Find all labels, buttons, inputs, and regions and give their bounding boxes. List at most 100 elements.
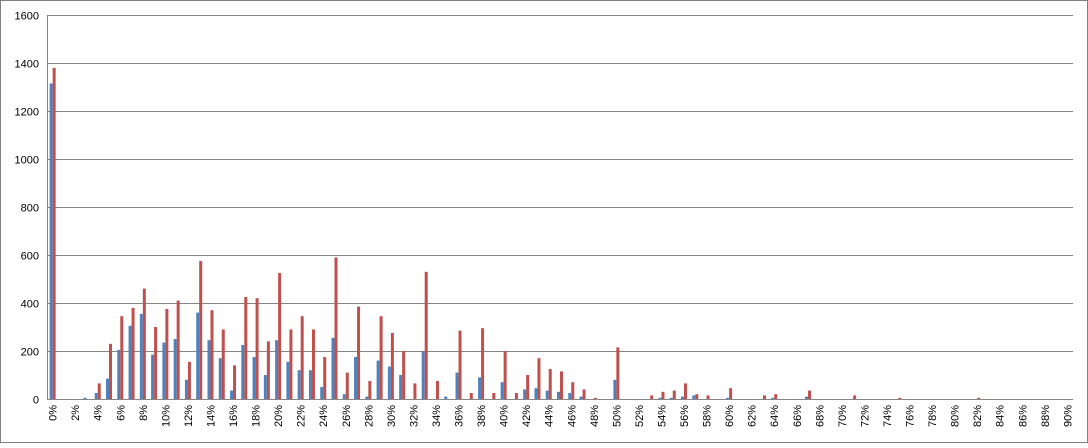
x-tick-label: 4% <box>93 405 105 421</box>
bar <box>207 340 211 399</box>
bar <box>142 288 146 399</box>
bar <box>275 340 279 399</box>
bar <box>109 343 113 399</box>
x-tick-label: 20% <box>273 405 285 427</box>
x-tick-label: 48% <box>589 405 601 427</box>
bar <box>681 396 685 399</box>
x-tick-label: 46% <box>566 405 578 427</box>
bar <box>421 351 425 399</box>
bar <box>173 339 177 399</box>
bar <box>613 379 617 399</box>
bar <box>241 345 245 399</box>
bar <box>571 382 575 399</box>
bar <box>424 271 428 399</box>
bar <box>616 347 620 399</box>
bar <box>853 395 857 399</box>
bars <box>49 67 981 400</box>
bar <box>706 395 710 399</box>
bar <box>435 381 439 399</box>
bar <box>184 379 188 399</box>
bar <box>210 310 214 399</box>
bar <box>579 396 583 399</box>
tick-labels: 0 200 400 600 800 1000 1200 1400 1600 0% 2% 4% 6% 8% 1… <box>15 11 1075 428</box>
x-tick-label: 68% <box>814 405 826 427</box>
x-tick-label: 54% <box>656 405 668 427</box>
bar <box>557 391 560 399</box>
bar <box>898 397 902 399</box>
bar <box>534 388 538 399</box>
x-tick-label: 50% <box>611 405 623 427</box>
x-tick-label: 32% <box>408 405 420 427</box>
x-tick-label: 6% <box>115 405 127 421</box>
bar <box>196 312 200 399</box>
x-tick-label: 90% <box>1062 405 1074 427</box>
bar <box>402 351 406 399</box>
bar <box>117 349 121 399</box>
bar <box>128 325 132 399</box>
bar <box>252 357 256 399</box>
bar <box>545 390 549 399</box>
bar <box>357 306 361 399</box>
x-tick-label: 18% <box>251 405 263 427</box>
bar <box>455 372 459 399</box>
bar <box>444 396 448 399</box>
bar <box>503 351 507 399</box>
bar <box>199 261 203 399</box>
x-tick-label: 28% <box>363 405 375 427</box>
bar <box>106 378 110 399</box>
bar <box>669 397 673 399</box>
bar <box>560 371 563 399</box>
x-tick-label: 58% <box>702 405 714 427</box>
bar <box>233 365 237 399</box>
bar <box>458 330 462 399</box>
y-tick-label: 800 <box>21 203 39 215</box>
bar <box>379 316 383 399</box>
bar <box>308 370 312 399</box>
x-tick-label: 72% <box>859 405 871 427</box>
bar <box>342 394 346 399</box>
bar <box>692 395 696 399</box>
bar <box>320 387 324 399</box>
x-tick-label: 78% <box>927 405 939 427</box>
bar <box>672 390 676 399</box>
bar <box>139 313 143 399</box>
x-tick-label: 42% <box>521 405 533 427</box>
bar <box>387 366 391 399</box>
bar <box>97 383 101 399</box>
bar <box>469 393 473 399</box>
bar <box>221 329 225 399</box>
bar <box>762 395 766 399</box>
x-tick-label: 16% <box>228 405 240 427</box>
bar <box>399 375 403 399</box>
bar <box>368 381 372 399</box>
y-tick-label: 1000 <box>15 155 39 167</box>
bar <box>244 297 248 399</box>
bar <box>593 397 597 399</box>
x-tick-label: 66% <box>792 405 804 427</box>
x-tick-label: 12% <box>183 405 195 427</box>
bar <box>658 397 662 399</box>
bar <box>548 369 552 399</box>
y-tick-label: 1200 <box>15 107 39 119</box>
axes <box>47 15 1073 400</box>
x-tick-label: 22% <box>296 405 308 427</box>
bar <box>263 375 267 399</box>
bar <box>289 329 293 399</box>
bar <box>94 393 98 399</box>
x-tick-label: 74% <box>882 405 894 427</box>
bar <box>187 361 191 399</box>
bar <box>162 342 166 399</box>
x-tick-label: 38% <box>476 405 488 427</box>
x-tick-label: 60% <box>724 405 736 427</box>
bar <box>650 395 654 399</box>
bar <box>481 328 485 399</box>
bar <box>345 372 349 399</box>
bar <box>523 389 527 399</box>
x-tick-label: 88% <box>1040 405 1052 427</box>
x-tick-label: 82% <box>972 405 984 427</box>
x-tick-label: 86% <box>1017 405 1029 427</box>
bar <box>218 358 222 399</box>
bar <box>311 329 315 399</box>
